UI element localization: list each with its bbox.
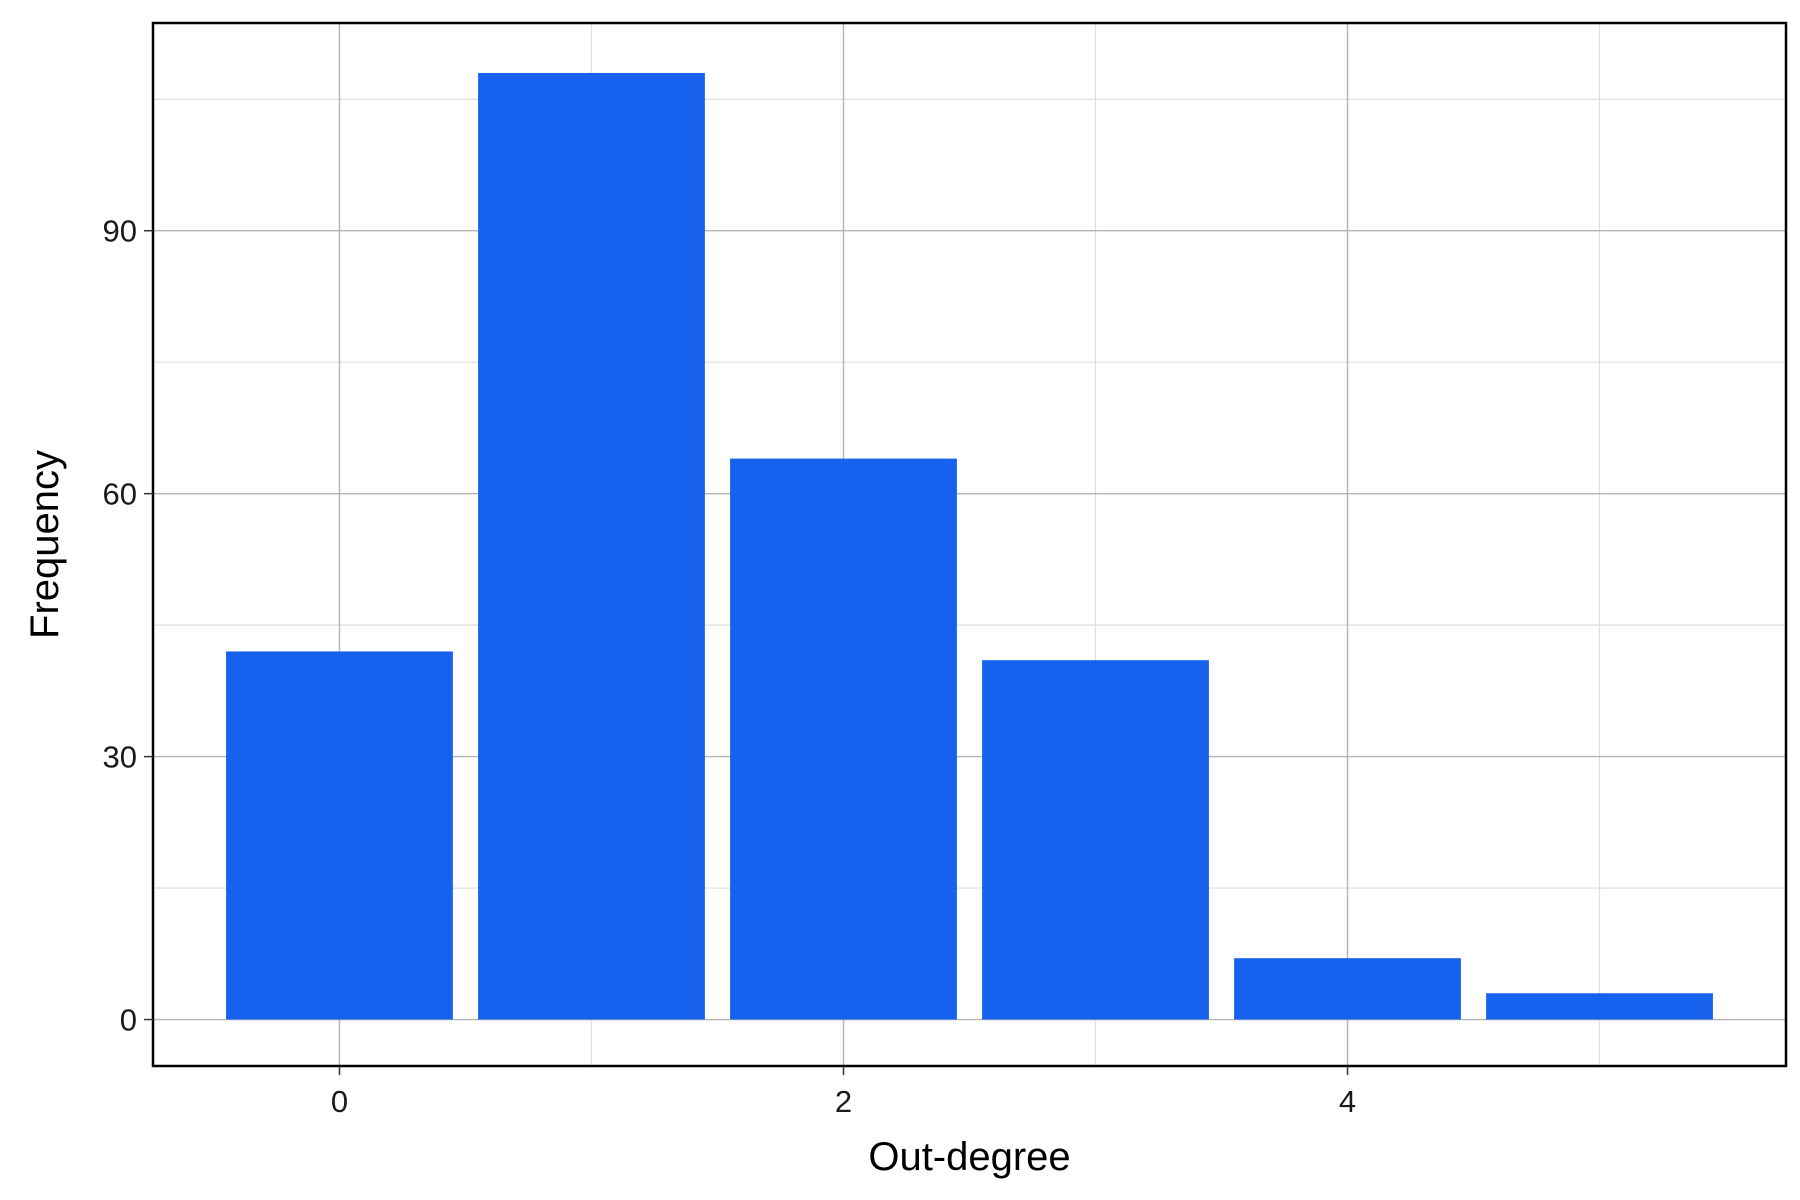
bar bbox=[1486, 993, 1713, 1020]
bar bbox=[982, 660, 1209, 1020]
bar bbox=[730, 458, 957, 1020]
bars bbox=[226, 72, 1713, 1020]
x-tick-label: 4 bbox=[1339, 1084, 1356, 1119]
bar bbox=[1234, 958, 1461, 1020]
bar bbox=[226, 651, 453, 1020]
y-tick-label: 60 bbox=[103, 477, 137, 512]
y-axis-ticks: 0 30 60 90 bbox=[103, 214, 153, 1038]
x-tick-label: 2 bbox=[835, 1084, 852, 1119]
x-axis-ticks: 0 2 4 bbox=[331, 1066, 1356, 1119]
plot-frame bbox=[151, 21, 1788, 1068]
y-axis-title: Frequency bbox=[23, 450, 67, 639]
x-axis-title: Out-degree bbox=[868, 1135, 1070, 1179]
y-tick-label: 30 bbox=[103, 740, 137, 775]
y-tick-label: 0 bbox=[120, 1003, 137, 1038]
y-tick-label: 90 bbox=[103, 214, 137, 249]
x-tick-label: 0 bbox=[331, 1084, 348, 1119]
bar bbox=[478, 72, 705, 1020]
